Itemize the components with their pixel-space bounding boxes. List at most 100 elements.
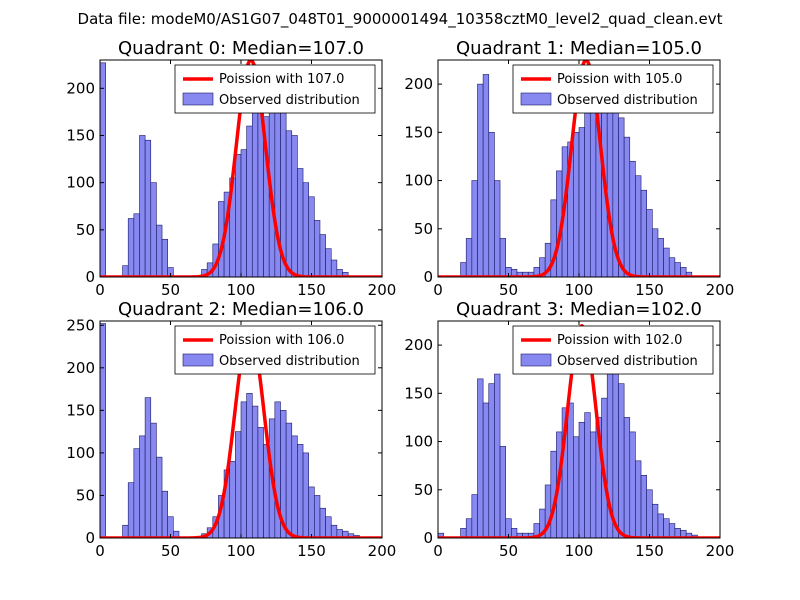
- histogram-bar: [674, 262, 681, 277]
- y-tick-label: 150: [404, 123, 433, 141]
- x-tick-label: 100: [565, 542, 594, 560]
- panel-title: Quadrant 0: Median=107.0: [118, 38, 364, 59]
- panel-quadrant-3: Quadrant 3: Median=102.0 0 50 100 150 200 0 50…: [404, 299, 734, 560]
- histogram-bar: [646, 209, 653, 277]
- histogram-bar: [150, 182, 157, 277]
- legend-line-label: Poission with 105.0: [557, 72, 682, 87]
- histogram-bar: [465, 518, 473, 538]
- y-tick-label: 200: [66, 79, 95, 97]
- y-tick-label: 50: [76, 486, 95, 504]
- histogram-bar: [657, 238, 664, 277]
- histogram-bar: [482, 402, 490, 538]
- histogram-bar: [438, 532, 444, 538]
- histogram-bar: [471, 180, 478, 277]
- histogram-bar: [342, 271, 349, 277]
- x-tick-label: 200: [706, 281, 735, 299]
- histogram-bar: [578, 421, 585, 538]
- histogram-bar: [488, 132, 495, 277]
- legend-bar-swatch: [520, 92, 552, 106]
- histogram-bar: [257, 427, 264, 538]
- histogram-bar: [319, 234, 326, 277]
- histogram-bar: [573, 132, 580, 277]
- x-tick-label: 100: [227, 281, 256, 299]
- y-tick-label: 150: [66, 401, 95, 419]
- histogram-bar: [573, 436, 580, 538]
- y-tick-label: 50: [414, 220, 433, 238]
- histogram-bar: [100, 323, 106, 538]
- figure-suptitle: Data file: modeM0/AS1G07_048T01_90000014…: [78, 10, 723, 29]
- x-tick-label: 100: [565, 281, 594, 299]
- histogram-bar: [499, 238, 506, 277]
- x-tick-label: 150: [297, 281, 326, 299]
- histogram-bar: [471, 494, 478, 538]
- histogram-bar: [477, 83, 484, 277]
- histogram-bar: [618, 383, 625, 538]
- histogram-bar: [465, 238, 473, 277]
- histogram-bar: [251, 106, 259, 277]
- panel-title: Quadrant 3: Median=102.0: [456, 299, 702, 320]
- y-tick-label: 100: [66, 174, 95, 192]
- y-tick-label: 250: [66, 316, 95, 334]
- x-tick-label: 150: [635, 542, 664, 560]
- histogram-bar: [460, 262, 467, 277]
- legend-bar-label: Observed distribution: [557, 354, 698, 369]
- x-tick-label: 0: [95, 542, 105, 560]
- plot-area: [100, 60, 382, 277]
- histogram-bar: [499, 446, 506, 538]
- plot-area: [100, 323, 382, 538]
- y-tick-label: 0: [423, 268, 433, 286]
- y-tick-label: 50: [76, 221, 95, 239]
- histogram-bar: [623, 136, 631, 277]
- legend: Poission with 106.0 Observed distribution: [174, 325, 376, 375]
- histogram-bar: [330, 259, 338, 277]
- legend-line-label: Poission with 107.0: [219, 72, 344, 87]
- legend-line-label: Poission with 106.0: [219, 333, 344, 348]
- histogram-bar: [139, 135, 146, 277]
- histogram-bar: [652, 503, 659, 538]
- y-tick-label: 0: [85, 268, 95, 286]
- histogram-bar: [308, 196, 315, 277]
- histogram-bar: [156, 224, 163, 277]
- histogram-bar: [235, 154, 242, 277]
- histogram-bar: [314, 495, 321, 538]
- y-tick-label: 0: [423, 529, 433, 547]
- histogram-bar: [161, 238, 168, 277]
- histogram-bar: [578, 127, 585, 277]
- histogram-bar: [635, 175, 642, 277]
- panel-quadrant-0: Quadrant 0: Median=107.0 0 50 100 150 200 0 50…: [66, 38, 396, 299]
- histogram-bar: [291, 435, 298, 538]
- histogram-bar: [584, 412, 591, 538]
- histogram-bar: [291, 135, 298, 277]
- histogram-bar: [127, 482, 135, 538]
- histogram-bar: [161, 490, 168, 538]
- histogram-bar: [640, 189, 647, 277]
- y-tick-label: 0: [85, 529, 95, 547]
- panel-quadrant-1: Quadrant 1: Median=105.0 0 50 100 150 200 0 50…: [404, 38, 734, 299]
- y-tick-label: 100: [404, 172, 433, 190]
- histogram-bar: [477, 378, 484, 538]
- histogram-bar: [240, 149, 247, 277]
- histogram-bar: [330, 524, 338, 538]
- histogram-bar: [567, 402, 574, 538]
- x-tick-label: 50: [161, 542, 180, 560]
- plot-area: [438, 60, 720, 277]
- histogram-bar: [100, 62, 106, 277]
- histogram-bar: [488, 383, 495, 538]
- histogram-bar: [584, 112, 591, 277]
- x-tick-label: 150: [635, 281, 664, 299]
- histogram-bar: [144, 139, 152, 277]
- histogram-bar: [657, 513, 664, 538]
- histogram-bar: [629, 431, 636, 538]
- histogram-bar: [325, 516, 332, 538]
- panel-title: Quadrant 1: Median=105.0: [456, 38, 702, 59]
- x-tick-label: 50: [161, 281, 180, 299]
- histogram-bar: [285, 130, 293, 277]
- histogram-bar: [144, 397, 152, 538]
- y-tick-label: 100: [66, 444, 95, 462]
- legend-bar-swatch: [520, 353, 552, 367]
- histogram-bar: [133, 448, 140, 538]
- histogram-bar: [297, 168, 304, 277]
- y-tick-label: 200: [404, 75, 433, 93]
- histogram-bar: [319, 507, 326, 538]
- histogram-bar: [314, 220, 321, 277]
